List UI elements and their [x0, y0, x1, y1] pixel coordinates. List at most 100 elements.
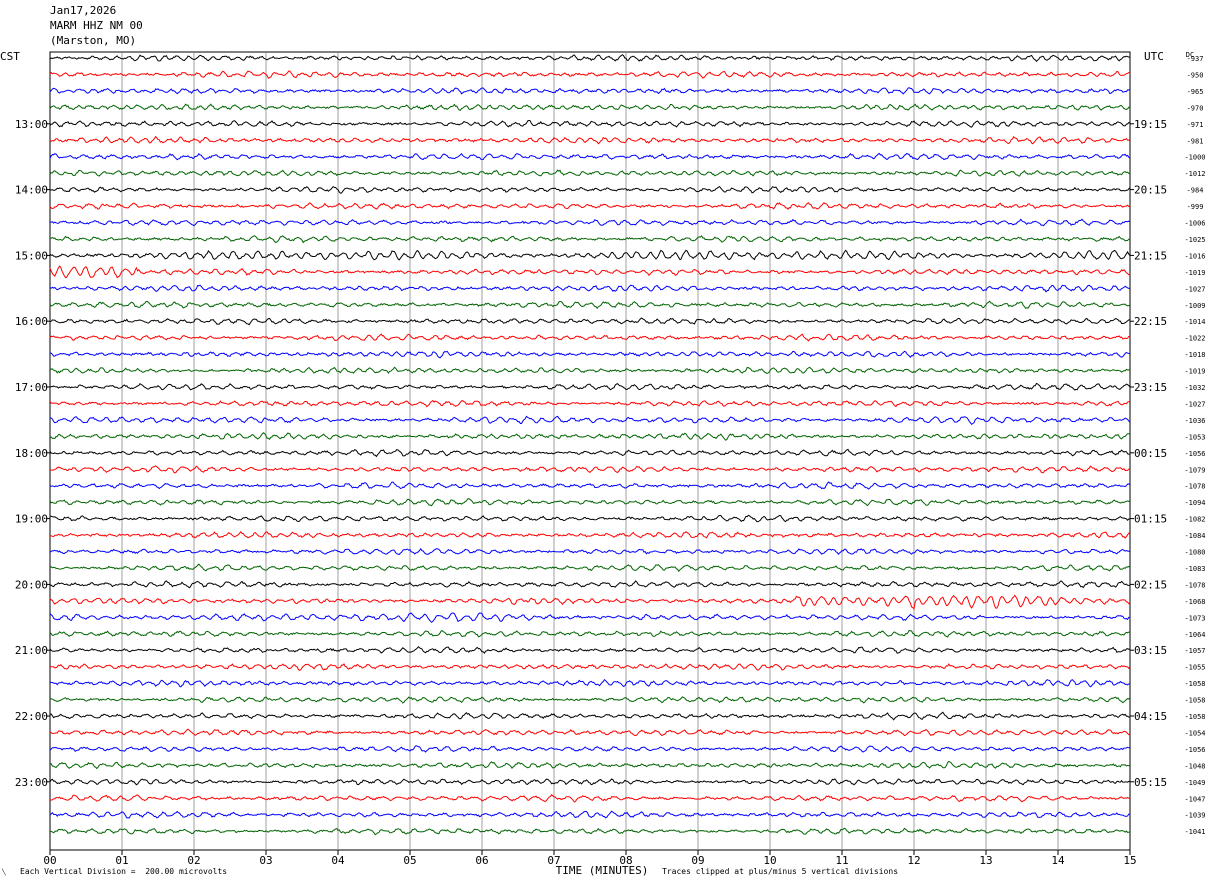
seismic-trace [49, 580, 1130, 589]
header-station: MARM HHZ NM 00 [50, 19, 143, 32]
plot-frame [49, 51, 1131, 851]
seismic-trace [49, 119, 1131, 128]
x-tick-label: 11 [835, 854, 848, 867]
seismic-trace [49, 481, 1131, 490]
dc-offset-label: -1056 [1184, 746, 1205, 754]
dc-offset-label: -1048 [1184, 762, 1205, 770]
x-tick-label: 06 [475, 854, 488, 867]
utc-hour-label: 01:15 [1134, 513, 1167, 526]
dc-offset-label: -984 [1187, 187, 1204, 195]
dc-offset-label: -1019 [1184, 269, 1205, 277]
x-tick-label: 00 [43, 854, 56, 867]
seismic-trace [49, 317, 1131, 326]
seismic-trace [49, 218, 1131, 227]
dc-offset-label: -1027 [1184, 285, 1205, 293]
cst-hour-label: 14:00 [15, 184, 48, 197]
dc-offset-label: -1058 [1184, 697, 1205, 705]
dc-offset-label: -981 [1187, 137, 1204, 145]
right-zone-label: UTC [1144, 50, 1164, 63]
x-tick-label: 03 [259, 854, 272, 867]
header-date: Jan17,2026 [50, 4, 117, 17]
seismic-trace [49, 399, 1131, 408]
cst-hour-label: 17:00 [15, 381, 48, 394]
x-tick-label: 13 [979, 854, 992, 867]
cst-hour-label: 23:00 [15, 776, 48, 789]
dc-offset-label: -1032 [1184, 384, 1205, 392]
dc-offset-label: -1019 [1184, 368, 1205, 376]
seismic-trace [49, 350, 1131, 359]
dc-offset-label: -1016 [1184, 252, 1205, 260]
x-tick-label: 04 [331, 854, 345, 867]
x-tick-label: 08 [619, 854, 632, 867]
x-tick-label: 05 [403, 854, 416, 867]
utc-hour-label: 04:15 [1134, 710, 1167, 723]
x-axis-label: TIME (MINUTES) [556, 864, 649, 877]
dc-offset-label: -1039 [1184, 812, 1205, 820]
seismic-trace [49, 202, 1131, 210]
dc-offset-label: -1025 [1184, 236, 1205, 244]
seismic-trace [49, 265, 1131, 279]
dc-offset-label: -1014 [1184, 318, 1205, 326]
seismic-trace [49, 778, 1130, 786]
dc-offset-label: -1027 [1184, 400, 1205, 408]
seismic-trace [49, 745, 1131, 753]
x-tick-label: 02 [187, 854, 200, 867]
seismic-trace [49, 432, 1131, 441]
utc-hour-label: 19:15 [1134, 118, 1167, 131]
left-zone-label: CST [0, 50, 20, 63]
dc-offset-label: -1083 [1184, 565, 1205, 573]
seismic-trace [50, 235, 1131, 244]
dc-offset-label: -1012 [1184, 170, 1205, 178]
utc-hour-label: 20:15 [1134, 184, 1167, 197]
seismic-trace [49, 793, 1131, 803]
cst-hour-label: 19:00 [15, 513, 48, 526]
seismic-trace [49, 547, 1131, 555]
seismic-trace [49, 827, 1131, 836]
cst-hour-label: 16:00 [15, 315, 48, 328]
utc-hour-label: 05:15 [1134, 776, 1167, 789]
dc-offset-label: -1056 [1184, 450, 1205, 458]
seismic-trace [49, 135, 1131, 145]
seismic-trace [49, 612, 1131, 623]
x-tick-label: 09 [691, 854, 704, 867]
x-tick-label: 14 [1051, 854, 1065, 867]
cst-hour-label: 13:00 [15, 118, 48, 131]
seismic-trace [49, 415, 1131, 425]
seismic-trace [49, 103, 1131, 111]
dc-offset-label: -937 [1187, 55, 1204, 63]
dc-offset-label: -1094 [1184, 499, 1205, 507]
seismic-trace [49, 810, 1131, 819]
seismic-trace [49, 678, 1131, 688]
dc-offset-label: -1022 [1184, 335, 1205, 343]
dc-offset-label: -1082 [1184, 516, 1205, 524]
dc-offset-label: -1079 [1184, 466, 1205, 474]
scale-note: Each Vertical Division = 200.00 microvol… [20, 867, 228, 876]
utc-hour-label: 03:15 [1134, 644, 1167, 657]
dc-offset-label: -1041 [1184, 828, 1205, 836]
dc-offset-label: -1068 [1184, 598, 1205, 606]
dc-offset-label: -971 [1187, 121, 1204, 129]
dc-offset-label: -1047 [1184, 795, 1205, 803]
seismic-trace [49, 530, 1131, 539]
seismic-trace [49, 169, 1131, 177]
dc-offset-label: -950 [1187, 71, 1204, 79]
seismic-trace [49, 645, 1131, 654]
seismic-trace [50, 514, 1131, 523]
dc-offset-label: -1058 [1184, 680, 1205, 688]
seismic-trace [49, 696, 1131, 704]
seismic-trace [49, 498, 1131, 507]
seismic-trace [49, 382, 1131, 391]
dc-offset-label: -1009 [1184, 302, 1205, 310]
utc-hour-label: 22:15 [1134, 315, 1167, 328]
dc-offset-label: -1078 [1184, 581, 1205, 589]
dc-offset-label: -1018 [1184, 351, 1205, 359]
seismic-trace [49, 333, 1131, 342]
seismic-trace [49, 54, 1131, 63]
dc-offset-label: -1073 [1184, 614, 1205, 622]
dc-offset-label: -1057 [1184, 647, 1205, 655]
seismic-trace [49, 629, 1131, 638]
utc-hour-label: 23:15 [1134, 381, 1167, 394]
seismic-trace [49, 87, 1131, 95]
dc-header-label: DC [1186, 51, 1194, 59]
